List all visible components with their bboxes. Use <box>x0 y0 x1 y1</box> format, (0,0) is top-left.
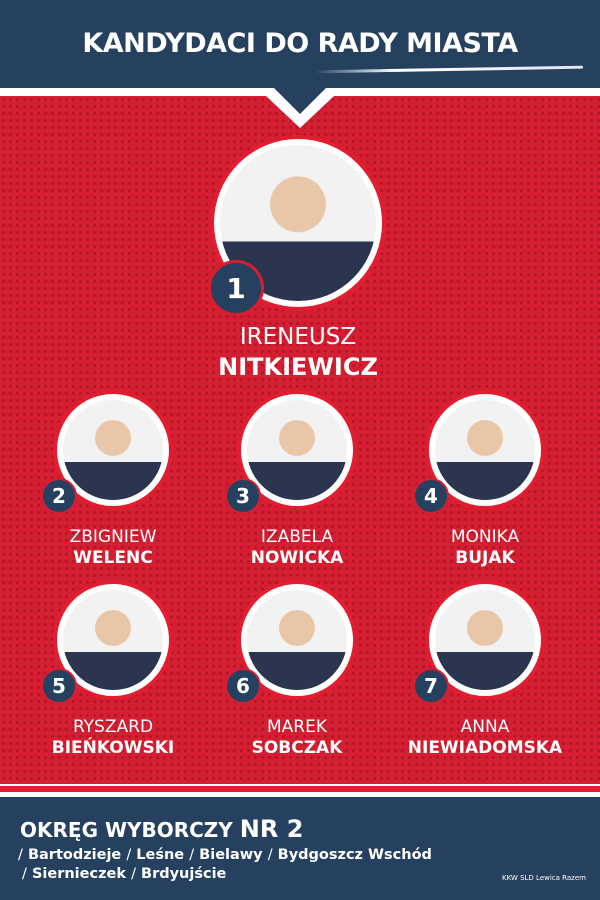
page-title: KANDYDACI DO RADY MIASTA <box>82 28 518 59</box>
number-badge: 3 <box>225 478 261 514</box>
header: KANDYDACI DO RADY MIASTA <box>0 0 600 88</box>
candidate-photo <box>425 390 545 510</box>
district-areas-line-2: / Siernieczek / Brdyujście <box>22 866 227 882</box>
number-badge: 2 <box>41 478 77 514</box>
chevron-pointer <box>266 88 334 128</box>
number-badge: 6 <box>225 668 261 704</box>
number-badge: 5 <box>41 668 77 704</box>
candidate-photo <box>237 390 357 510</box>
candidate-name: IRENEUSZ NITKIEWICZ <box>218 324 378 381</box>
candidate-name: ANNA NIEWIADOMSKA <box>407 717 563 758</box>
number-badge: 4 <box>413 478 449 514</box>
district-areas-line-1: / Bartodzieje / Leśne / Bielawy / Bydgos… <box>18 847 432 863</box>
white-stripe <box>0 792 600 797</box>
footer: OKRĘG WYBORCZY NR 2 / Bartodzieje / Leśn… <box>0 797 600 900</box>
candidate-name: MONIKA BUJAK <box>450 527 520 568</box>
candidate-photo <box>425 580 545 700</box>
candidate-name: RYSZARD BIEŃKOWSKI <box>51 717 175 758</box>
district-title: OKRĘG WYBORCZY NR 2 <box>20 815 304 843</box>
number-badge: 1 <box>208 260 264 316</box>
credit: KKW SLD Lewica Razem <box>502 874 586 882</box>
candidate-photo <box>210 135 386 311</box>
number-badge: 7 <box>413 668 449 704</box>
candidate-photo <box>237 580 357 700</box>
candidate-name: MAREK SOBCZAK <box>251 717 343 758</box>
red-stripe <box>0 784 600 792</box>
candidate-name: ZBIGNIEW WELENC <box>69 527 157 568</box>
candidate-name: IZABELA NOWICKA <box>250 527 344 568</box>
